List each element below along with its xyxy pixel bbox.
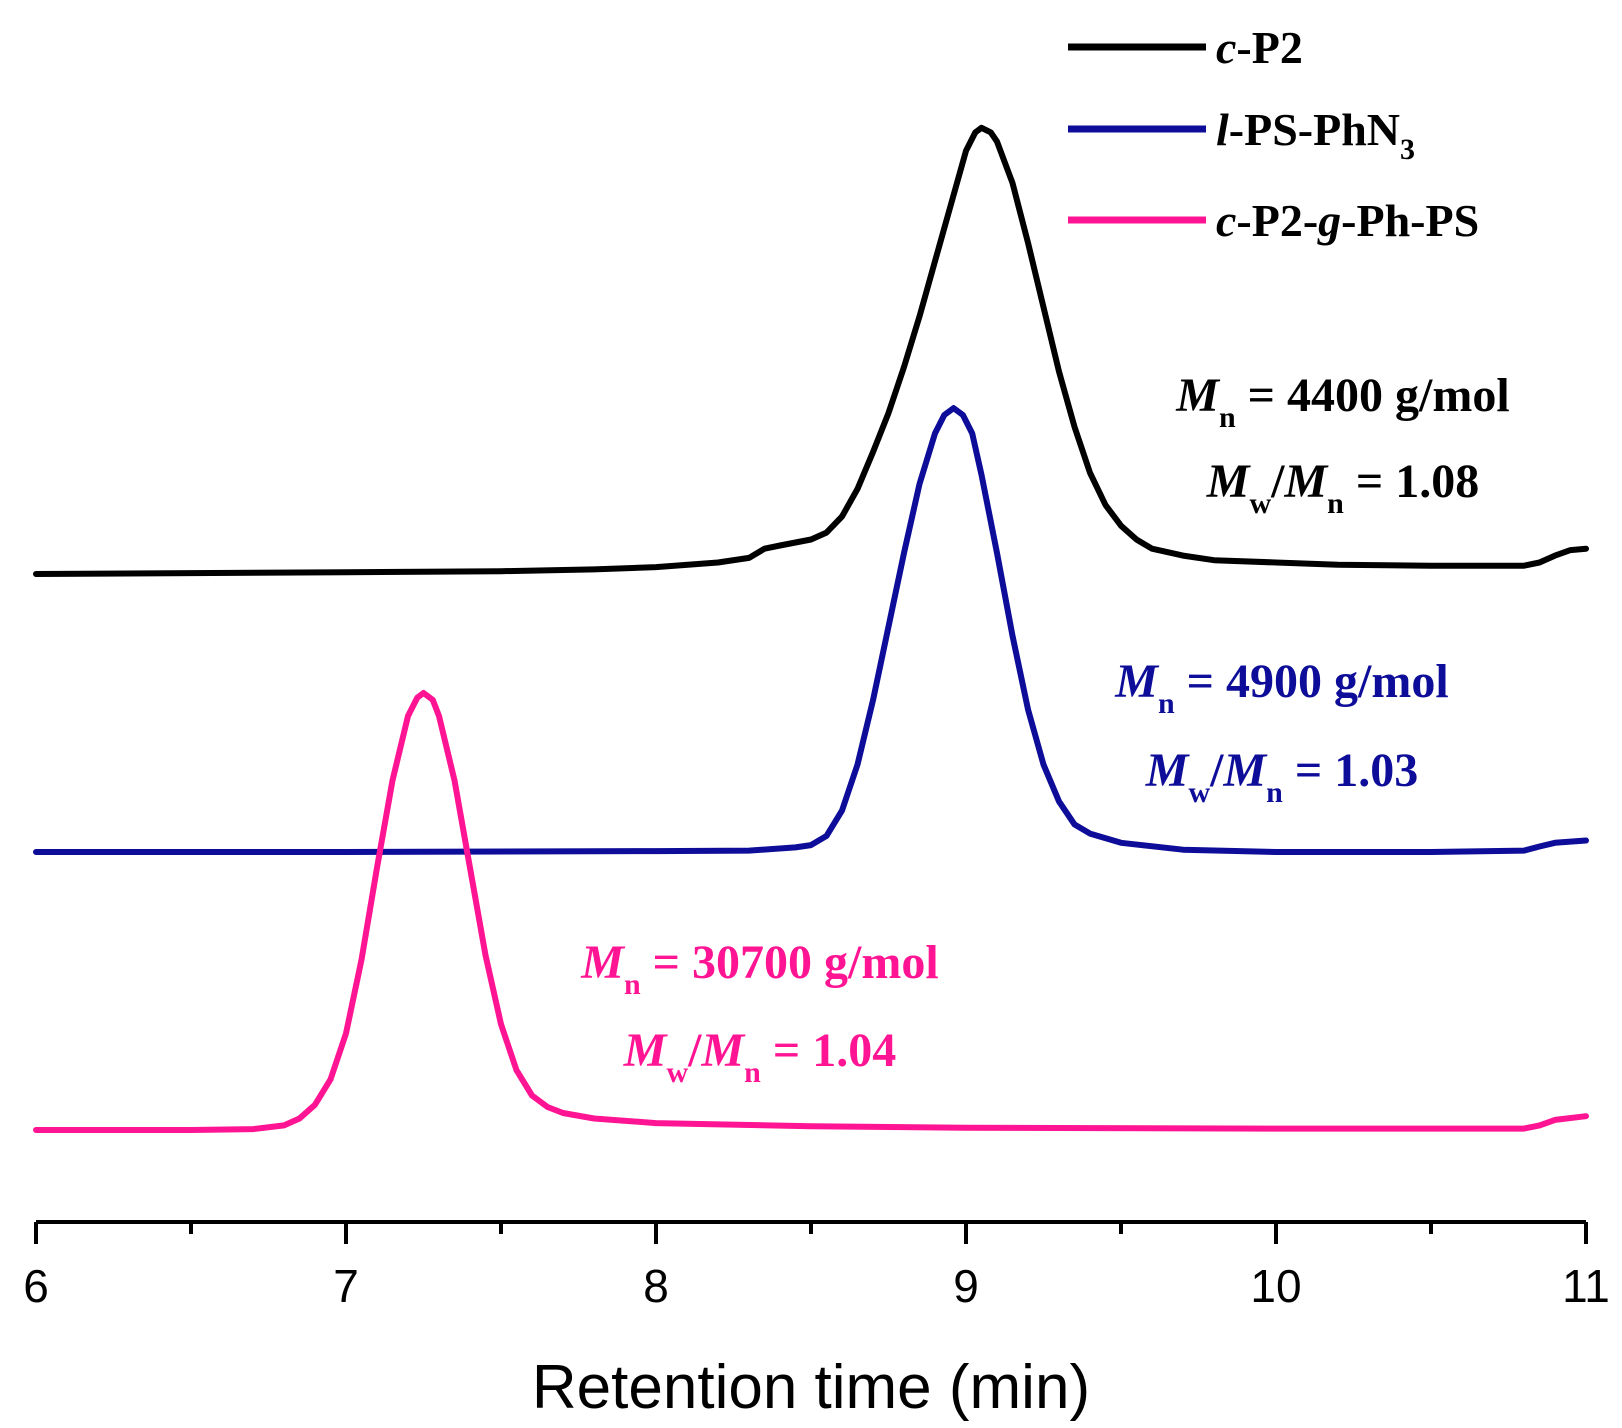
pdi-annotation-1: Mw/Mn = 1.03 xyxy=(1145,744,1418,809)
x-tick-label: 8 xyxy=(643,1260,669,1312)
series-line-0 xyxy=(33,124,1589,577)
x-tick-label: 6 xyxy=(23,1260,49,1312)
x-tick-label: 10 xyxy=(1250,1260,1301,1312)
x-tick-label: 7 xyxy=(333,1260,359,1312)
x-tick-label: 9 xyxy=(953,1260,979,1312)
pdi-annotation-2: Mw/Mn = 1.04 xyxy=(623,1024,896,1089)
pdi-annotation-0: Mw/Mn = 1.08 xyxy=(1206,455,1479,520)
x-axis-title: Retention time (min) xyxy=(532,1353,1090,1422)
x-axis: 6 7 8 9 10 11 Retention time (min) xyxy=(23,1220,1610,1422)
mn-annotation-0: Mn = 4400 g/mol xyxy=(1175,369,1509,434)
legend-label-2: c-P2-g-Ph-PS xyxy=(1216,195,1479,246)
series-layer xyxy=(33,124,1589,1133)
annotations: Mn = 4400 g/mol Mw/Mn = 1.08 Mn = 4900 g/m… xyxy=(580,369,1509,1089)
series-line-2 xyxy=(33,690,1589,1133)
series-line-1 xyxy=(33,405,1589,855)
legend-label-1: l-PS-PhN3 xyxy=(1216,104,1415,166)
legend-label-0: c-P2 xyxy=(1216,22,1303,73)
x-tick-label: 11 xyxy=(1562,1260,1610,1312)
mn-annotation-1: Mn = 4900 g/mol xyxy=(1114,655,1448,720)
legend: c-P2 l-PS-PhN3 c-P2-g-Ph-PS xyxy=(1068,22,1479,246)
mn-annotation-2: Mn = 30700 g/mol xyxy=(580,936,938,1001)
